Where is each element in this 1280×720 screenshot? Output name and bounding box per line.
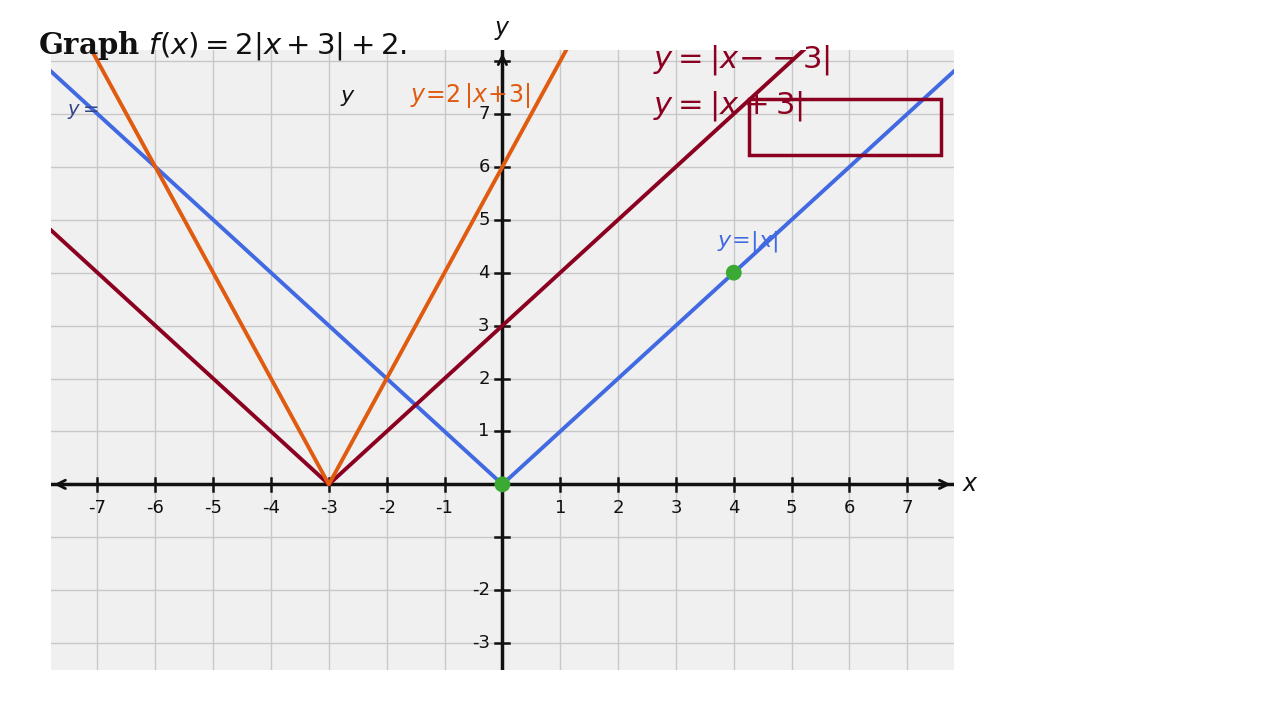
Text: -4: -4	[262, 499, 280, 517]
Text: 4: 4	[728, 499, 740, 517]
Text: 5: 5	[479, 211, 490, 229]
Text: 3: 3	[671, 499, 682, 517]
Text: -6: -6	[146, 499, 164, 517]
Text: $y\!=\!|\mathit{x}|$: $y\!=\!|\mathit{x}|$	[717, 229, 778, 253]
Text: $y$: $y$	[340, 86, 356, 108]
Text: 2: 2	[479, 369, 490, 387]
Text: $y\!=\!2\,|x\!+\!3|$: $y\!=\!2\,|x\!+\!3|$	[410, 81, 530, 109]
Text: 2: 2	[612, 499, 623, 517]
Text: 3: 3	[479, 317, 490, 335]
Text: -3: -3	[320, 499, 338, 517]
Text: 1: 1	[479, 423, 490, 441]
Text: -1: -1	[435, 499, 453, 517]
Text: -2: -2	[378, 499, 396, 517]
Text: 1: 1	[554, 499, 566, 517]
Text: $y = |x\!-\!-3|$: $y = |x\!-\!-3|$	[653, 43, 831, 77]
Text: -2: -2	[471, 581, 490, 599]
Text: $y = |x + 3|$: $y = |x + 3|$	[653, 89, 803, 123]
Text: $y$: $y$	[494, 19, 511, 42]
Text: $y=$: $y=$	[67, 102, 99, 121]
Text: 4: 4	[479, 264, 490, 282]
Point	[723, 267, 744, 279]
Text: $x$: $x$	[963, 472, 979, 496]
Text: 5: 5	[786, 499, 797, 517]
Text: 7: 7	[479, 105, 490, 123]
Text: 6: 6	[479, 158, 490, 176]
Text: Graph $f(x) = 2|x + 3| + 2.$: Graph $f(x) = 2|x + 3| + 2.$	[38, 29, 407, 62]
Text: -7: -7	[88, 499, 106, 517]
Text: 6: 6	[844, 499, 855, 517]
Text: -5: -5	[205, 499, 223, 517]
Text: -3: -3	[471, 634, 490, 652]
Text: 7: 7	[901, 499, 913, 517]
Point	[492, 479, 512, 490]
